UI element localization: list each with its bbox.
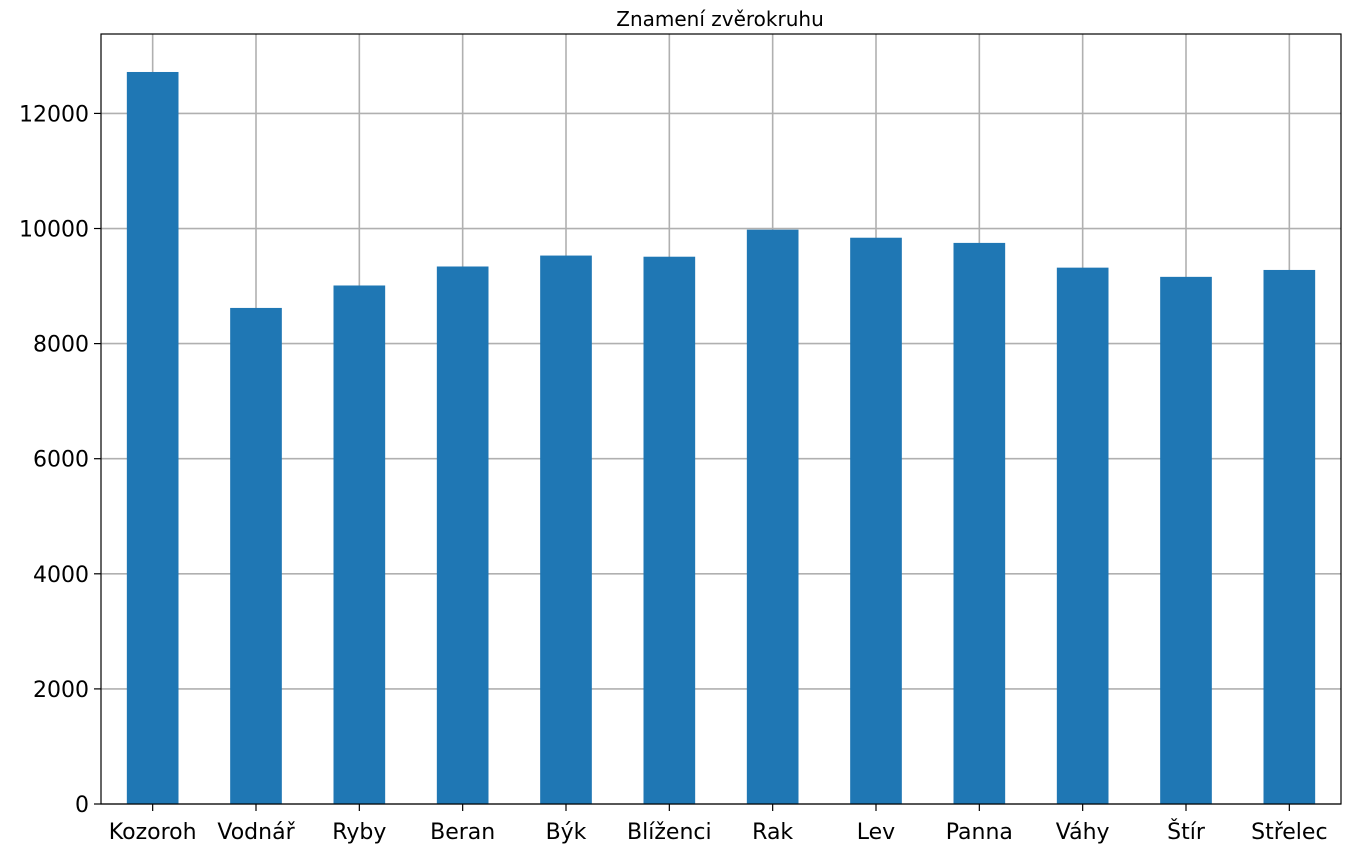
bar-7: [850, 237, 902, 804]
y-tick-label: 0: [75, 793, 89, 818]
x-tick-label: Blíženci: [627, 820, 712, 845]
y-tick-label: 2000: [33, 678, 89, 703]
bar-6: [746, 229, 799, 805]
bar-0: [126, 71, 179, 805]
y-tick-label: 8000: [33, 333, 89, 358]
bar-11: [1263, 269, 1316, 804]
bar-4: [540, 255, 592, 805]
plot-frame: [100, 33, 1342, 805]
bar-5: [643, 256, 696, 804]
bars: [126, 71, 1316, 805]
x-tick-label: Střelec: [1251, 820, 1327, 845]
y-tick-label: 10000: [19, 218, 89, 243]
bar-1: [230, 307, 282, 804]
bar-8: [953, 242, 1006, 804]
x-tick-label: Štír: [1167, 819, 1206, 845]
x-tick-label: Býk: [546, 820, 587, 845]
y-tick-label: 6000: [33, 448, 89, 473]
axes: 0 2000 4000 6000 8000 10000 12000 Kozoroh Vodnář…: [19, 33, 1342, 845]
x-tick-label: Ryby: [332, 820, 386, 845]
y-tick-label: 4000: [33, 563, 89, 588]
x-tick-label: Kozoroh: [109, 820, 197, 845]
y-tick-label: 12000: [19, 102, 89, 127]
x-tick-label: Beran: [430, 820, 495, 845]
x-tick-label: Vodnář: [217, 820, 295, 845]
x-tick-label: Váhy: [1056, 820, 1110, 845]
bar-3: [436, 266, 489, 804]
x-tick-label: Panna: [946, 820, 1013, 845]
bar-2: [333, 285, 386, 804]
chart-title: Znamení zvěrokruhu: [616, 7, 824, 31]
bar-9: [1056, 267, 1109, 805]
x-tick-label: Lev: [857, 820, 895, 845]
grid-layer: [101, 34, 1341, 805]
bar-10: [1160, 276, 1212, 805]
x-tick-label: Rak: [752, 820, 793, 845]
